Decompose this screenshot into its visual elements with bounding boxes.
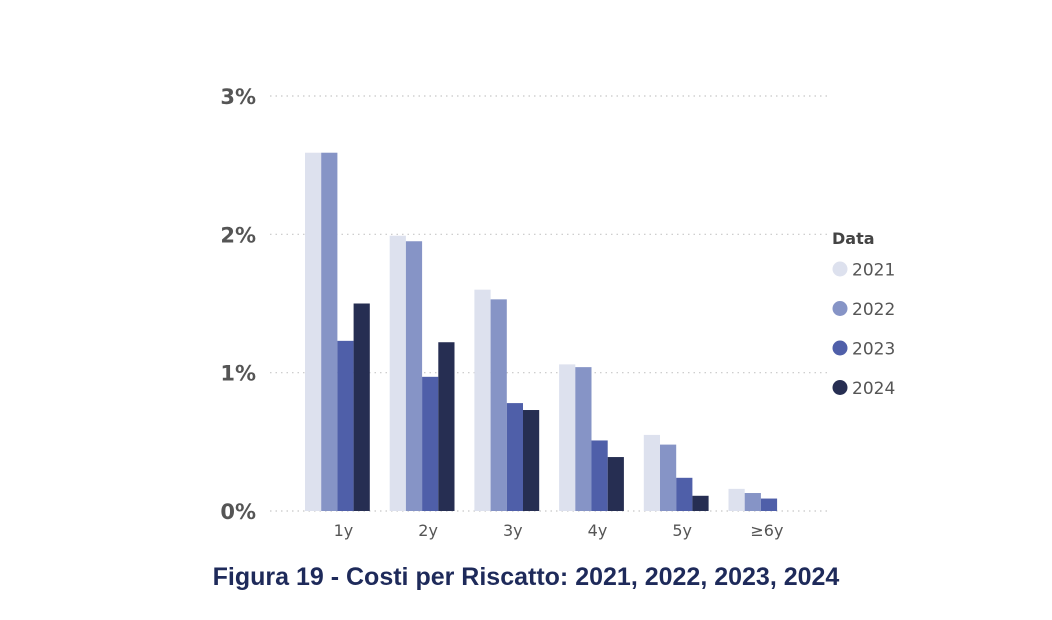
bar-5y-2024 <box>692 495 709 511</box>
bar-3y-2024 <box>523 410 540 511</box>
legend-marker-2023 <box>832 340 848 356</box>
legend-label-2024: 2024 <box>852 379 895 399</box>
bar-≥6y-2022 <box>744 493 761 511</box>
x-tick-label: 1y <box>334 521 354 540</box>
bar-5y-2023 <box>676 477 693 511</box>
y-tick-label: 3% <box>220 85 256 109</box>
y-tick-label: 1% <box>220 362 256 386</box>
bar-≥6y-2023 <box>760 498 778 511</box>
x-axis-ticks: 1y 2y 3y 4y 5y ≥6y <box>334 521 784 540</box>
bar-4y-2021 <box>559 364 576 511</box>
bar-chart: 0% 1% 2% 3% 1y 2y 3y 4y 5y ≥6y Data 2021 2022 2023… <box>220 85 895 540</box>
x-tick-label: ≥6y <box>750 521 783 540</box>
y-tick-label: 2% <box>220 223 256 247</box>
bar-3y-2021 <box>474 289 491 511</box>
bar-2y-2022 <box>405 241 423 511</box>
legend-title: Data <box>832 229 875 248</box>
bar-4y-2023 <box>591 440 608 511</box>
bar-1y-2023 <box>337 340 354 511</box>
bar-≥6y-2021 <box>728 488 745 511</box>
bar-2y-2021 <box>389 235 406 511</box>
bar-5y-2022 <box>660 444 677 511</box>
bar-1y-2022 <box>321 152 338 511</box>
legend-label-2021: 2021 <box>852 261 895 281</box>
bars <box>305 152 778 511</box>
x-tick-label: 4y <box>588 521 608 540</box>
y-tick-label: 0% <box>220 500 256 524</box>
bar-4y-2022 <box>575 367 592 511</box>
bar-3y-2023 <box>506 403 523 511</box>
bar-1y-2024 <box>353 303 370 511</box>
bar-1y-2021 <box>305 152 322 511</box>
legend-marker-2024 <box>832 380 848 395</box>
legend: Data 2021 2022 2023 2024 <box>832 229 895 399</box>
x-tick-label: 2y <box>418 521 438 540</box>
legend-marker-2022 <box>832 301 848 316</box>
bar-3y-2022 <box>490 299 507 511</box>
legend-label-2022: 2022 <box>852 300 895 320</box>
x-tick-label: 3y <box>503 521 523 540</box>
bar-2y-2024 <box>438 342 455 511</box>
bar-4y-2024 <box>607 457 624 511</box>
figure-caption: Figura 19 - Costi per Riscatto: 2021, 20… <box>212 563 840 591</box>
bar-2y-2023 <box>422 376 439 511</box>
y-axis-ticks: 0% 1% 2% 3% <box>220 85 256 524</box>
legend-marker-2021 <box>832 261 848 277</box>
legend-label-2023: 2023 <box>852 340 895 360</box>
bar-5y-2021 <box>643 434 660 511</box>
x-tick-label: 5y <box>672 521 692 540</box>
